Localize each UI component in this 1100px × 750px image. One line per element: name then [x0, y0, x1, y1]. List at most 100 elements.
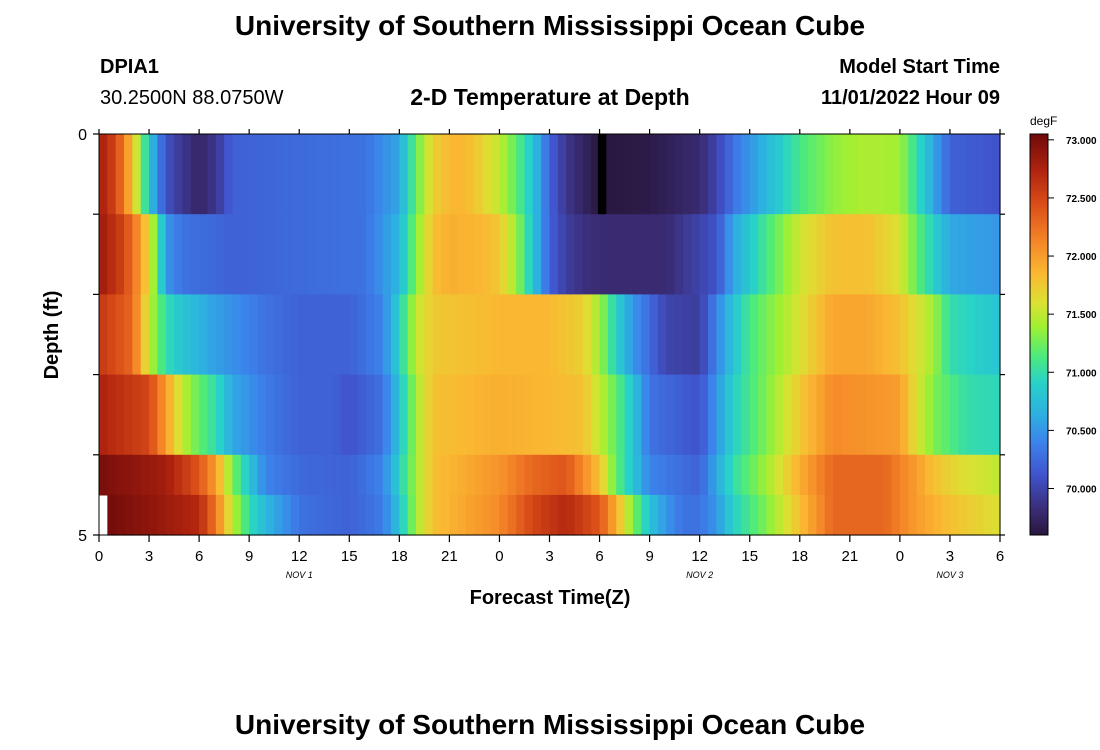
heatmap-cell — [691, 294, 701, 376]
heatmap-cell — [933, 494, 943, 536]
colorbar-tick-label: 72.000 — [1066, 252, 1097, 263]
heatmap-cell — [691, 214, 701, 295]
heatmap-cell — [566, 494, 576, 536]
heatmap-cell — [833, 454, 843, 496]
heatmap-cell — [616, 494, 626, 536]
heatmap-cell — [199, 494, 209, 536]
heatmap-cell — [591, 294, 601, 376]
heatmap-cell — [908, 494, 918, 536]
heatmap-cell — [99, 134, 108, 215]
heatmap-cell — [974, 454, 984, 496]
heatmap-cell — [107, 294, 117, 376]
heatmap-cell — [582, 134, 592, 215]
heatmap-cell — [991, 294, 1001, 376]
heatmap-cell — [908, 294, 918, 376]
heatmap-cell — [983, 494, 993, 536]
heatmap-cell — [949, 454, 959, 496]
heatmap-cell — [607, 134, 617, 215]
heatmap-cell — [983, 454, 993, 496]
colorbar-scale — [1029, 133, 1049, 536]
heatmap-cell — [966, 494, 976, 536]
heatmap-cell — [691, 374, 701, 456]
heatmap-cell — [607, 494, 617, 536]
heatmap-cell — [274, 494, 284, 536]
heatmap-cell — [215, 374, 225, 456]
heatmap-cell — [708, 134, 717, 215]
heatmap-cell — [107, 454, 117, 496]
heatmap-cell — [616, 454, 626, 496]
heatmap-cell — [916, 454, 926, 496]
heatmap-cell — [157, 494, 167, 536]
heatmap-cell — [474, 214, 484, 295]
heatmap-cell — [157, 454, 167, 496]
heatmap-cell — [249, 454, 259, 496]
heatmap-cell — [240, 294, 250, 376]
y-tick-label: 5 — [78, 528, 87, 545]
heatmap-cell — [315, 134, 325, 215]
heatmap-cell — [207, 134, 217, 215]
x-tick-label: 3 — [545, 548, 553, 565]
heatmap-cell — [682, 294, 692, 376]
heatmap-cell — [416, 494, 425, 536]
heatmap-cell — [891, 494, 901, 536]
heatmap-cell — [866, 294, 876, 376]
heatmap-cell — [708, 214, 717, 295]
heatmap-cell — [674, 214, 684, 295]
heatmap-cell — [132, 374, 142, 456]
heatmap-cell — [349, 374, 359, 456]
heatmap-cell — [157, 294, 167, 376]
heatmap-cell — [299, 374, 309, 456]
heatmap-cell — [349, 494, 359, 536]
heatmap-cell — [249, 494, 259, 536]
heatmap-cell — [841, 494, 851, 536]
heatmap-cell — [657, 294, 667, 376]
plot-title: 2-D Temperature at Depth — [410, 84, 690, 110]
heatmap-cell — [491, 214, 501, 295]
heatmap-cell — [866, 214, 876, 295]
heatmap-cell — [132, 134, 142, 215]
heatmap-cell — [916, 214, 926, 295]
heatmap-cell — [883, 294, 893, 376]
station-coordinates: 30.2500N 88.0750W — [100, 87, 284, 109]
heatmap-cell — [541, 214, 551, 295]
heatmap-cell — [924, 134, 934, 215]
heatmap-cell — [682, 214, 692, 295]
heatmap-cell — [399, 454, 409, 496]
heatmap-cell — [749, 454, 759, 496]
heatmap-cell — [691, 134, 701, 215]
heatmap-cell — [549, 294, 559, 376]
heatmap-cell — [833, 214, 843, 295]
heatmap-cell — [307, 214, 317, 295]
heatmap-cell — [708, 374, 717, 456]
heatmap-cell — [549, 374, 559, 456]
heatmap-cell — [666, 454, 676, 496]
heatmap-cell — [132, 294, 142, 376]
heatmap-cell — [983, 294, 993, 376]
heatmap-cell — [949, 214, 959, 295]
heatmap-cell — [441, 134, 450, 215]
heatmap-cell — [641, 214, 651, 295]
heatmap-cell — [140, 454, 150, 496]
heatmap-cell — [307, 374, 317, 456]
heatmap-cell — [566, 214, 576, 295]
heatmap-cell — [599, 494, 609, 536]
heatmap-cell — [315, 294, 325, 376]
heatmap-cell — [99, 374, 108, 456]
heatmap-cell — [390, 454, 400, 496]
heatmap-cell — [991, 374, 1001, 456]
missing-data-marker — [597, 134, 607, 215]
heatmap-cell — [165, 454, 175, 496]
heatmap-cell — [958, 374, 968, 456]
heatmap-cell — [549, 494, 559, 536]
heatmap-cell — [557, 374, 567, 456]
heatmap-cell — [899, 374, 909, 456]
heatmap-cell — [199, 374, 209, 456]
footer-title: University of Southern Mississippi Ocean… — [234, 709, 866, 740]
heatmap-cell — [874, 214, 884, 295]
heatmap-cell — [983, 214, 993, 295]
heatmap-cell — [924, 494, 934, 536]
x-tick-label: 0 — [896, 548, 904, 565]
heatmap-cell — [766, 374, 776, 456]
heatmap-cell — [716, 374, 726, 456]
heatmap-cell — [232, 494, 242, 536]
